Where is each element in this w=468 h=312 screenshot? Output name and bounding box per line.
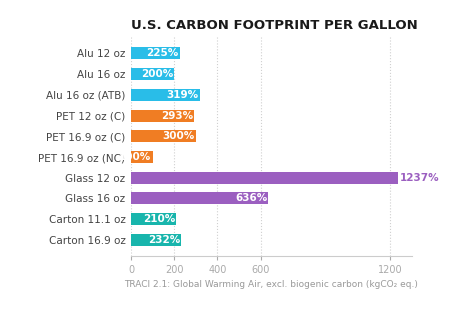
Bar — [131, 213, 176, 225]
Bar — [131, 130, 196, 142]
Bar — [131, 68, 174, 80]
Bar — [131, 193, 269, 204]
Text: 1237%: 1237% — [400, 173, 439, 183]
Text: 636%: 636% — [235, 193, 267, 203]
Text: 100%: 100% — [119, 152, 152, 162]
Bar — [131, 172, 398, 184]
Text: U.S. CARBON FOOTPRINT PER GALLON: U.S. CARBON FOOTPRINT PER GALLON — [131, 19, 418, 32]
Bar — [131, 47, 180, 59]
Text: 293%: 293% — [161, 110, 193, 120]
Bar — [131, 89, 200, 101]
Text: 319%: 319% — [167, 90, 199, 100]
Text: 210%: 210% — [143, 214, 176, 224]
Text: 200%: 200% — [141, 69, 173, 79]
Bar — [131, 234, 181, 246]
Text: 225%: 225% — [146, 48, 179, 58]
Text: 300%: 300% — [162, 131, 195, 141]
X-axis label: TRACI 2.1: Global Warming Air, excl. biogenic carbon (kgCO₂ eq.): TRACI 2.1: Global Warming Air, excl. bio… — [124, 280, 418, 290]
Text: 232%: 232% — [148, 235, 180, 245]
Bar — [131, 110, 194, 122]
Bar — [131, 151, 153, 163]
